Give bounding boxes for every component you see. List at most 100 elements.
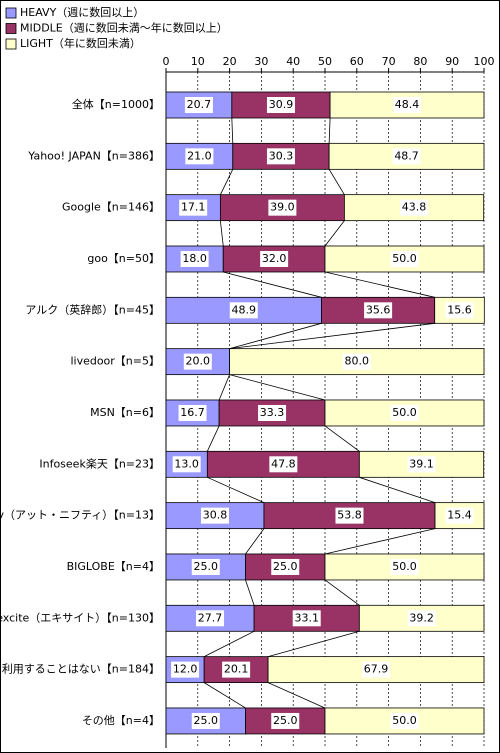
legend-label: LIGHT（年に数回未満） (20, 36, 141, 50)
x-tick-label: 80 (413, 55, 427, 68)
value-label: 50.0 (392, 714, 417, 727)
legend-swatch (5, 7, 17, 19)
value-label-box (266, 97, 295, 113)
series-line (207, 476, 265, 504)
value-label: 39.1 (409, 457, 434, 470)
category-label: Google【n=146】 (62, 201, 160, 214)
value-label: 48.4 (395, 98, 420, 111)
value-label: 43.8 (402, 201, 427, 214)
value-label: 13.0 (174, 457, 199, 470)
value-label: 39.2 (409, 611, 434, 624)
value-label-box (200, 507, 229, 524)
value-label: 47.8 (271, 457, 296, 470)
value-label: 15.6 (447, 303, 472, 316)
value-label-box (342, 353, 371, 370)
value-label: 67.9 (364, 663, 389, 676)
bar-segment (229, 348, 485, 376)
value-label-box (191, 558, 220, 575)
series-line (220, 169, 234, 195)
value-label: 17.1 (181, 201, 206, 214)
category-label: BIGLOBE【n=4】 (67, 560, 160, 573)
value-label-box (271, 712, 300, 729)
value-label: 12.0 (173, 663, 198, 676)
value-label-box (390, 712, 419, 729)
value-label-box (222, 661, 251, 678)
series-line (324, 220, 345, 247)
category-label: excite（エキサイト）【n=130】 (0, 611, 160, 624)
series-line (267, 630, 360, 658)
legend-swatch (5, 23, 17, 34)
value-label: 25.0 (194, 560, 219, 573)
series-line (245, 579, 255, 606)
value-label: 30.3 (269, 149, 294, 162)
bar-segment (324, 399, 485, 427)
value-label-box (364, 302, 393, 319)
value-label: 25.0 (194, 714, 219, 727)
value-label: 30.9 (269, 98, 294, 111)
value-label-box (271, 558, 300, 575)
value-label-box (292, 610, 321, 627)
value-label: 25.0 (273, 714, 298, 727)
bar-segment (324, 707, 485, 735)
value-label-box (172, 456, 201, 473)
value-label: 80.0 (345, 355, 370, 368)
value-label: 21.0 (187, 149, 212, 162)
x-tick-label: 10 (191, 55, 205, 68)
category-label: goo【n=50】 (87, 252, 160, 265)
category-label: 利用することはない【n=184】 (2, 663, 160, 676)
x-tick-label: 40 (286, 55, 300, 68)
value-label-box (178, 404, 207, 421)
value-label-box (183, 353, 212, 370)
value-label-box (184, 97, 213, 113)
value-label-box (390, 250, 419, 267)
value-label-box (268, 199, 297, 216)
value-label-box (407, 456, 436, 473)
value-label-box (266, 148, 295, 165)
series-line (203, 682, 246, 709)
category-label: nifty（アット・ニフティ）【n=13】 (0, 509, 160, 522)
value-label: 33.3 (260, 406, 285, 419)
x-tick-label: 100 (474, 55, 495, 68)
series-line (231, 117, 234, 144)
value-label-box (179, 199, 208, 216)
category-label: MSN【n=6】 (90, 406, 160, 419)
legend-swatch (5, 38, 17, 50)
value-label-box (229, 302, 258, 319)
series-line (324, 425, 360, 452)
x-tick-label: 50 (318, 55, 332, 68)
series-line (219, 220, 224, 247)
category-label: Infoseek楽天【n=23】 (39, 457, 160, 470)
series-line (324, 579, 360, 606)
x-tick-label: 70 (382, 55, 396, 68)
series-line (218, 374, 230, 401)
value-label-box (407, 610, 436, 627)
value-label: 48.9 (232, 303, 257, 316)
series-line (229, 374, 326, 401)
value-label: 50.0 (392, 406, 417, 419)
category-label: 全体【n=1000】 (72, 97, 160, 111)
value-label: 39.0 (270, 201, 295, 214)
series-line (229, 322, 322, 350)
value-label: 33.1 (294, 611, 319, 624)
series-line (206, 425, 220, 452)
value-label: 18.0 (182, 252, 207, 265)
series-line (267, 682, 326, 709)
value-label-box (260, 250, 289, 267)
legend-label: MIDDLE（週に数回未満～年に数回以上） (20, 21, 228, 35)
category-label: livedoor【n=5】 (70, 355, 160, 368)
value-label: 35.6 (366, 303, 391, 316)
value-label-box (392, 148, 421, 165)
series-line (229, 322, 435, 350)
value-label: 20.0 (186, 355, 211, 368)
value-label: 30.8 (203, 509, 228, 522)
value-label-box (258, 404, 287, 421)
value-label-box (445, 507, 474, 524)
series-line (245, 528, 265, 555)
value-label: 48.7 (394, 149, 419, 162)
value-label: 53.8 (337, 509, 362, 522)
x-tick-label: 0 (163, 55, 170, 68)
value-label-box (185, 148, 214, 165)
category-label: Yahoo! JAPAN【n=386】 (27, 149, 160, 162)
value-label-box (171, 661, 200, 678)
